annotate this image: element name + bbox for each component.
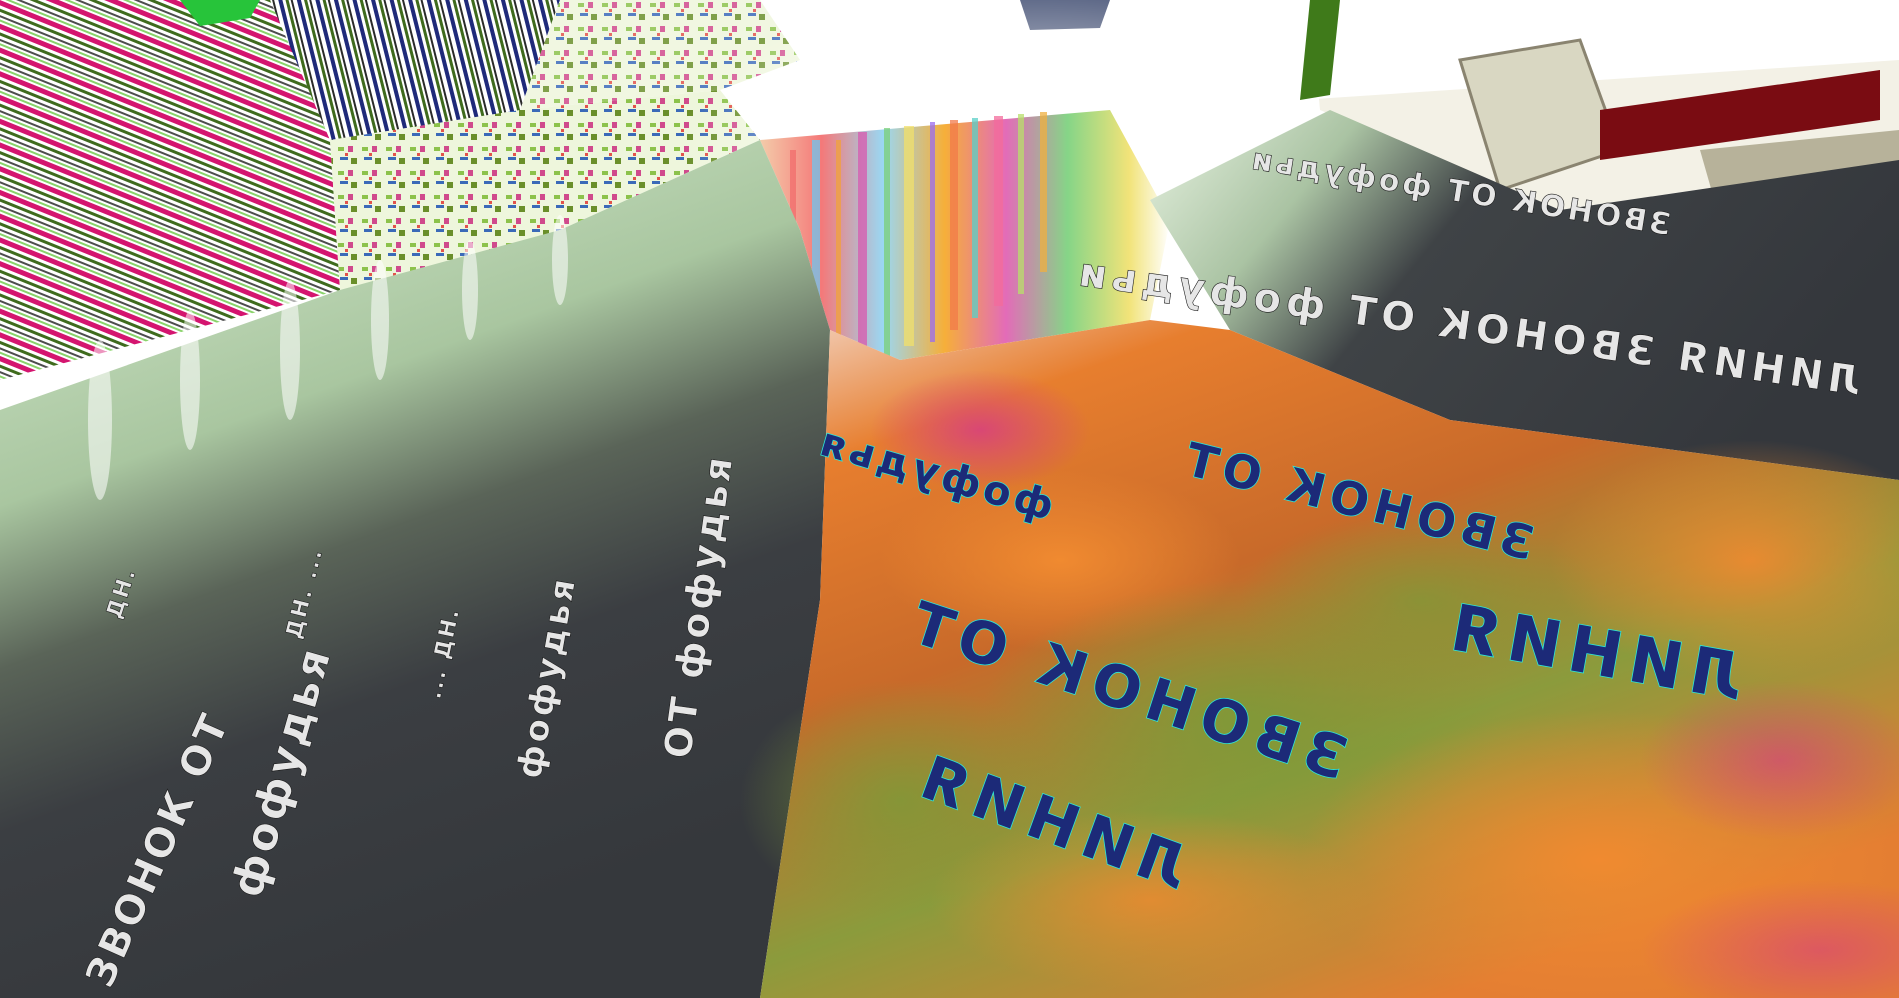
right-wall xyxy=(1150,110,1899,480)
left-wall-reflection-streaks xyxy=(88,215,568,500)
green-edge-strip xyxy=(1300,0,1340,100)
mosaic-ceiling-panel xyxy=(330,90,760,290)
striped-ceiling-panel xyxy=(0,0,340,380)
floor-texture-blotches xyxy=(740,370,1899,998)
left-wall xyxy=(0,140,830,998)
red-strip xyxy=(1600,70,1880,160)
tilted-panel-highlight xyxy=(1300,0,1899,100)
green-block xyxy=(180,0,260,26)
